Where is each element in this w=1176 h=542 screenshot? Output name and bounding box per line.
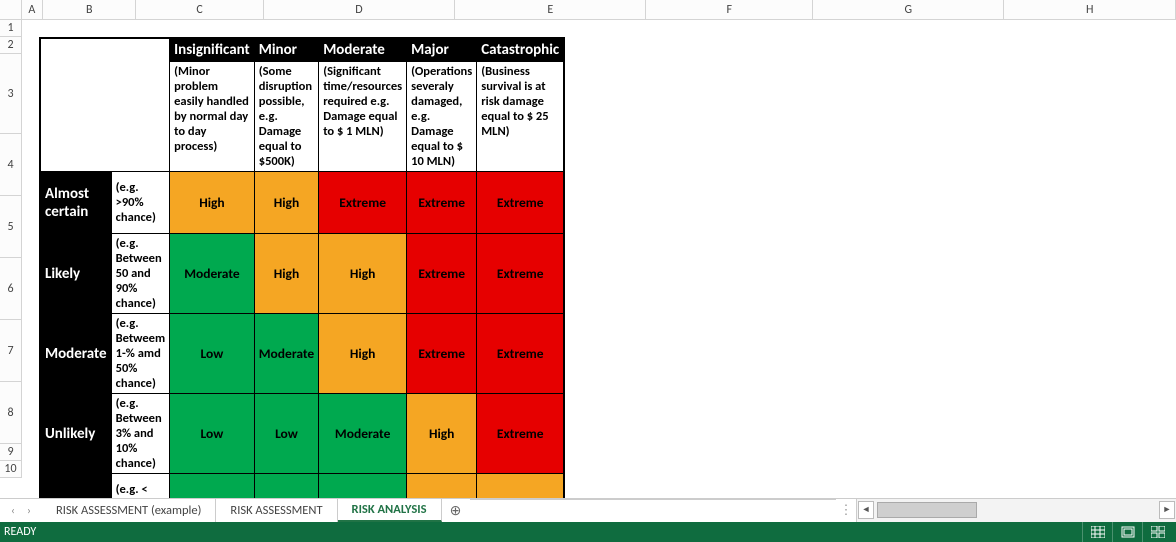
horizontal-scrollbar[interactable]: ◄ ►: [856, 499, 1176, 522]
column-header-F[interactable]: F: [646, 0, 813, 19]
risk-cell-2-1[interactable]: Moderate: [254, 314, 318, 394]
risk-cell-3-1[interactable]: Low: [254, 394, 318, 474]
sheet-tab-1[interactable]: RISK ASSESSMENT: [216, 499, 337, 522]
view-normal-button[interactable]: [1082, 522, 1112, 542]
view-page-break-button[interactable]: [1142, 522, 1172, 542]
risk-cell-0-4[interactable]: Extreme: [477, 172, 564, 234]
risk-cell-0-3[interactable]: Extreme: [407, 172, 477, 234]
tab-nav-prev-icon[interactable]: ‹: [6, 504, 20, 517]
risk-cell-1-3[interactable]: Extreme: [407, 234, 477, 314]
likelihood-title-2: Moderate: [40, 314, 111, 394]
add-sheet-button[interactable]: ⊕: [442, 499, 470, 522]
tab-nav-buttons: ‹ ›: [0, 499, 42, 522]
impact-title-1: Minor: [254, 38, 318, 62]
column-header-A[interactable]: A: [22, 0, 44, 19]
sheet-tabs-bar: ‹ › RISK ASSESSMENT (example)RISK ASSESS…: [0, 498, 1176, 522]
risk-cell-1-1[interactable]: High: [254, 234, 318, 314]
risk-cell-2-3[interactable]: Extreme: [407, 314, 477, 394]
view-page-layout-button[interactable]: [1112, 522, 1142, 542]
scroll-thumb[interactable]: [877, 502, 977, 518]
likelihood-title-1: Likely: [40, 234, 111, 314]
likelihood-title-0: Almost certain: [40, 172, 111, 234]
risk-cell-2-4[interactable]: Extreme: [477, 314, 564, 394]
row-header-9[interactable]: 9: [0, 444, 22, 461]
row-header-7[interactable]: 7: [0, 320, 22, 382]
impact-desc-4: (Business survival is at risk damage equ…: [477, 62, 564, 172]
impact-desc-3: (Operations severaly damaged, e.g. Damag…: [407, 62, 477, 172]
risk-cell-1-2[interactable]: High: [319, 234, 407, 314]
row-header-3[interactable]: 3: [0, 54, 22, 134]
column-headers-row: ABCDEFGH: [0, 0, 1176, 20]
row-header-10[interactable]: 10: [0, 461, 22, 478]
impact-desc-2: (Significant time/resources required e.g…: [319, 62, 407, 172]
row-header-1[interactable]: 1: [0, 20, 22, 37]
sheet-tab-2[interactable]: RISK ANALYSIS: [338, 499, 442, 522]
risk-cell-3-0[interactable]: Low: [170, 394, 255, 474]
row-header-4[interactable]: 4: [0, 134, 22, 196]
risk-cell-1-0[interactable]: Moderate: [170, 234, 255, 314]
likelihood-desc-2: (e.g. Betweem 1-% amd 50% chance): [111, 314, 170, 394]
row-header-5[interactable]: 5: [0, 196, 22, 258]
row-header-8[interactable]: 8: [0, 382, 22, 444]
likelihood-title-3: Unlikely: [40, 394, 111, 474]
tab-scroll-separator[interactable]: ⋮: [836, 499, 856, 522]
risk-cell-0-2[interactable]: Extreme: [319, 172, 407, 234]
impact-title-2: Moderate: [319, 38, 407, 62]
risk-cell-3-3[interactable]: High: [407, 394, 477, 474]
row-header-6[interactable]: 6: [0, 258, 22, 320]
column-header-C[interactable]: C: [136, 0, 264, 19]
column-header-E[interactable]: E: [455, 0, 646, 19]
risk-matrix-table: InsignificantMinorModerateMajorCatastrop…: [39, 37, 565, 537]
scroll-left-button[interactable]: ◄: [858, 501, 874, 519]
impact-title-4: Catastrophic: [477, 38, 564, 62]
impact-desc-1: (Some disruption possible, e.g. Damage e…: [254, 62, 318, 172]
risk-cell-1-4[interactable]: Extreme: [477, 234, 564, 314]
column-header-G[interactable]: G: [813, 0, 1004, 19]
risk-cell-0-1[interactable]: High: [254, 172, 318, 234]
status-text: READY: [4, 525, 36, 539]
impact-title-0: Insignificant: [170, 38, 255, 62]
column-header-B[interactable]: B: [43, 0, 136, 19]
status-bar: READY: [0, 522, 1176, 542]
tab-nav-next-icon[interactable]: ›: [22, 504, 36, 517]
risk-cell-3-4[interactable]: Extreme: [477, 394, 564, 474]
column-header-H[interactable]: H: [1004, 0, 1176, 19]
row-headers-column: 12345678910: [0, 20, 22, 478]
impact-title-3: Major: [407, 38, 477, 62]
sheet-tab-0[interactable]: RISK ASSESSMENT (example): [42, 499, 216, 522]
risk-cell-2-0[interactable]: Low: [170, 314, 255, 394]
impact-desc-0: (Minor problem easily handled by normal …: [170, 62, 255, 172]
risk-cell-0-0[interactable]: High: [170, 172, 255, 234]
likelihood-desc-3: (e.g. Between 3% and 10% chance): [111, 394, 170, 474]
scroll-right-button[interactable]: ►: [1159, 501, 1175, 519]
column-header-D[interactable]: D: [264, 0, 455, 19]
risk-cell-3-2[interactable]: Moderate: [319, 394, 407, 474]
risk-cell-2-2[interactable]: High: [319, 314, 407, 394]
likelihood-desc-0: (e.g. >90% chance): [111, 172, 170, 234]
row-header-2[interactable]: 2: [0, 37, 22, 54]
likelihood-desc-1: (e.g. Between 50 and 90% chance): [111, 234, 170, 314]
